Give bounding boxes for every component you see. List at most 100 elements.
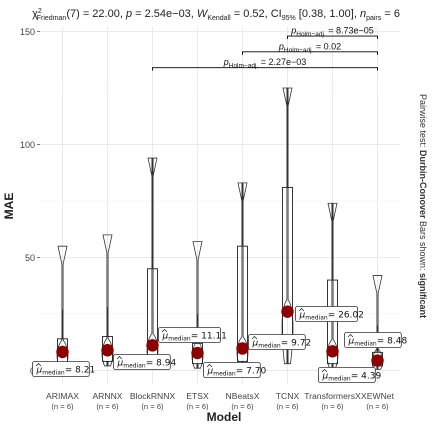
- plot-area: 050100150pHolm−adj. = 2.27e−03pHolm−adj.…: [20, 26, 407, 411]
- x-tick-label: ETSX: [186, 391, 209, 401]
- median-sub: median: [168, 336, 191, 343]
- median-label: μmedian= 8.94: [117, 359, 177, 370]
- x-tick-label: BlockRNNX: [130, 391, 176, 401]
- median-label: μmedian= 9.72: [252, 339, 312, 350]
- median-label: μmedian= 7.70: [207, 367, 267, 378]
- x-tick-n: (n = 6): [186, 402, 209, 411]
- y-tick-label: 50: [25, 253, 35, 263]
- median-hat: [298, 308, 305, 312]
- median-sub: median: [258, 343, 281, 350]
- x-tick-label: TCNX: [276, 391, 300, 401]
- significance-label: pHolm−adj. = 2.27e−03: [223, 57, 307, 70]
- x-tick-n: (n = 6): [51, 402, 74, 411]
- sig-p-sub: Holm−adj.: [284, 47, 314, 54]
- title-w-sub: Kendall: [207, 15, 231, 22]
- median-point-BlockRNNX: [146, 339, 159, 352]
- sig-p-value: = 2.27e−03: [258, 57, 306, 67]
- title-df: (7) = 22.00,: [66, 8, 126, 20]
- median-label-box: [113, 354, 171, 370]
- caption-shown: significant: [418, 273, 428, 318]
- x-tick-n: (n = 6): [141, 402, 164, 411]
- median-label-box: [248, 334, 306, 350]
- title-w-label: W: [197, 8, 209, 20]
- y-axis-title: MAE: [2, 193, 16, 220]
- median-value: = 8.94: [146, 359, 177, 369]
- median-point-ARNNX: [101, 344, 114, 357]
- y-tick-label: 100: [20, 140, 35, 150]
- median-sub: median: [123, 363, 146, 370]
- median-label-box: [318, 367, 376, 383]
- x-tick-label: XEWNet: [361, 391, 395, 401]
- box-NBeatsX: [237, 245, 248, 362]
- significance-bar: [242, 51, 378, 55]
- median-value: = 26.02: [328, 311, 364, 321]
- sig-p-label: p: [223, 57, 229, 67]
- significance-bar: [152, 67, 378, 71]
- median-label-box: [158, 327, 221, 343]
- median-hat: [347, 334, 354, 338]
- median-hat: [206, 364, 213, 368]
- median-value: = 8.21: [65, 366, 95, 376]
- median-symbol: μ: [162, 332, 169, 342]
- median-hat: [321, 369, 328, 373]
- sig-p-sub: Holm−adj.: [229, 63, 259, 70]
- median-label: μmedian= 8.21: [36, 366, 96, 377]
- x-tick-label: NBeatsX: [226, 391, 260, 401]
- median-hat: [35, 363, 42, 367]
- median-point-TransformersX: [326, 345, 339, 358]
- caption-middle: Bars shown:: [418, 218, 428, 273]
- median-sub: median: [305, 315, 328, 322]
- right-caption: Pairwise test: Durbin-Conover Bars shown…: [418, 94, 428, 318]
- chart-title: χ2 Friedman(7) = 22.00, p = 2.54e−03, WKe…: [32, 8, 400, 22]
- title-n-value: = 6: [381, 8, 400, 20]
- median-hat: [116, 356, 123, 360]
- median-point-ARIMAX: [56, 345, 69, 359]
- title-stat-sup: 2: [38, 8, 42, 15]
- median-sub: median: [42, 370, 65, 377]
- median-value: = 11.11: [191, 332, 227, 342]
- median-symbol: μ: [36, 366, 43, 376]
- median-point-ETSX: [191, 346, 204, 360]
- median-symbol: μ: [252, 339, 259, 349]
- median-value: = 8.48: [377, 337, 408, 347]
- median-point-TCNX: [281, 305, 294, 318]
- title-stat: χ: [32, 8, 38, 20]
- median-label-box: [344, 332, 402, 348]
- x-tick-label: ARNNX: [92, 391, 122, 401]
- sig-p-label: p: [290, 26, 296, 36]
- significance-label: pHolm−adj. = 8.73e−05: [290, 26, 374, 39]
- median-value: = 4.39: [351, 372, 382, 382]
- title-ci-sub: 95%: [282, 15, 296, 22]
- x-tick-n: (n = 6): [231, 402, 254, 411]
- y-tick-label: 150: [20, 27, 35, 37]
- x-tick-n: (n = 6): [321, 402, 344, 411]
- median-value: = 9.72: [281, 339, 311, 349]
- median-symbol: μ: [207, 367, 214, 377]
- title-stat-sub: Friedman: [37, 15, 67, 22]
- title-w-value: = 0.52, CI: [231, 8, 282, 20]
- x-tick-n: (n = 6): [96, 402, 119, 411]
- median-label-box: [32, 361, 90, 377]
- median-label: μmedian= 11.11: [162, 332, 227, 343]
- median-label: μmedian= 26.02: [299, 311, 364, 322]
- median-hat: [251, 336, 258, 340]
- median-label: μmedian= 8.48: [348, 337, 408, 348]
- median-symbol: μ: [348, 337, 355, 347]
- median-symbol: μ: [322, 372, 329, 382]
- median-symbol: μ: [299, 311, 306, 321]
- title-n-label: n: [360, 8, 366, 20]
- significance-bar: [287, 35, 378, 40]
- title: χ2 Friedman(7) = 22.00, p = 2.54e−03, WKe…: [32, 8, 400, 22]
- median-sub: median: [354, 341, 377, 348]
- median-point-XEWNet: [371, 354, 384, 367]
- x-tick-label: ARIMAX: [46, 391, 79, 401]
- sig-p-value: = 8.73e−05: [326, 26, 374, 36]
- median-label-box: [203, 362, 261, 378]
- title-n-sub: pairs: [366, 15, 382, 22]
- x-tick-n: (n = 6): [366, 402, 389, 411]
- sig-p-value: = 0.02: [313, 41, 341, 51]
- median-point-NBeatsX: [236, 342, 249, 355]
- caption-test: Durbin-Conover: [418, 150, 428, 219]
- significance-label: pHolm−adj. = 0.02: [278, 41, 341, 54]
